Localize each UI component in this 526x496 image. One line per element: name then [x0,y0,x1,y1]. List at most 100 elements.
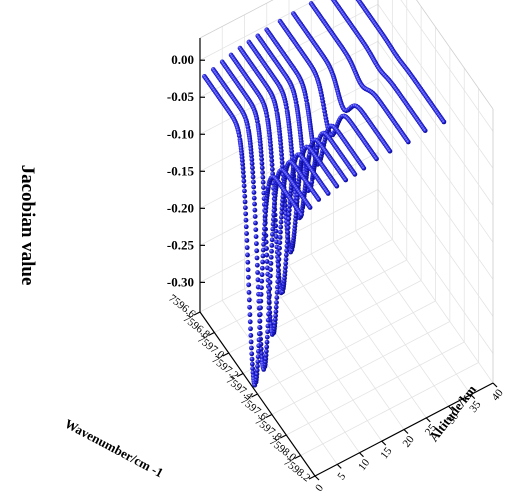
z-axis-tick [448,405,453,411]
back-wall-gridline [377,4,494,169]
floor-gridline [355,230,472,395]
x-axis-tick [193,311,201,316]
floor-gridline [288,265,405,430]
series-point [255,363,260,369]
series-point [244,245,250,251]
series-point [250,366,256,371]
series-point [285,234,290,240]
series-point [272,320,278,326]
series-point [259,156,265,162]
series-point [253,227,259,233]
x-axis-tick [251,393,258,398]
series-point [279,210,285,216]
series-point [283,265,288,270]
series-point [287,203,293,209]
series-point [273,313,279,319]
series-point [242,193,248,199]
y-tick-label: -0.05 [167,89,195,104]
series-point [270,226,276,232]
series-point [269,158,275,163]
series-point [239,158,245,163]
series-point [260,253,266,259]
y-tick-label: -0.10 [167,126,194,141]
series-point [284,243,290,249]
series-point [263,213,268,218]
series-point [299,212,304,218]
series-point [286,207,292,213]
series-point [260,174,266,180]
series-point [243,211,249,217]
series-point [258,292,264,297]
series-point [250,179,256,185]
z-axis-tick [359,452,364,458]
series-point [325,191,331,196]
series-point [268,146,274,152]
series-point [259,272,265,278]
series-point [252,207,258,213]
z-tick-label: 0 [313,482,326,494]
x-axis-tick [236,372,244,378]
x-axis-tick [265,413,273,419]
series-point [286,220,291,226]
series-curve [202,74,304,388]
series-point [274,300,279,305]
series-point [275,273,281,279]
series-point [284,239,290,244]
series-point [262,221,268,227]
x-axis-tick [208,331,215,337]
series-point [293,213,299,219]
series-point [316,197,322,202]
series-point [245,259,251,265]
series-point [374,156,379,162]
z-tick-label: 20 [401,433,418,449]
series-point [286,216,292,222]
z-axis-tick [425,417,431,423]
series-point [245,267,251,273]
series-point [246,290,252,295]
series-point [261,185,266,190]
series-point [272,317,278,322]
series-point [280,194,286,200]
series-point [279,206,285,211]
series-point [249,356,255,362]
series-point [271,204,277,209]
series-point [249,153,254,159]
floor-gridline [266,276,383,442]
series-point [269,248,274,254]
axis-layer: 0.00-0.05-0.10-0.15-0.20-0.25-0.307596.6… [166,38,506,494]
series-point [266,311,271,317]
series-point [263,209,269,214]
series-point [258,152,264,158]
z-tick-label: 40 [490,387,507,403]
series-point [249,345,254,351]
series-point [249,351,255,357]
series-point [256,343,262,349]
series-point [441,119,447,125]
series-point [264,339,270,345]
series-point [284,105,289,110]
series-point [259,161,265,166]
series-point [275,284,280,290]
z-tick-label: 5 [335,470,348,482]
series-point [266,305,272,311]
series-point [255,277,261,283]
series-point [252,201,257,207]
series-point [240,169,246,175]
series-point [279,201,285,207]
series-point [273,304,279,310]
series-point [260,247,266,253]
series-point [256,337,262,343]
series-point [278,229,283,235]
series-point [250,174,256,180]
series-point [280,163,285,169]
series-point [250,370,256,375]
series-point [259,165,265,171]
series-point [278,144,284,150]
series-point [257,312,263,317]
series-point [269,162,275,168]
series-point [261,241,266,247]
series-point [278,148,284,154]
series-point [275,279,281,285]
back-wall-gridline [377,115,494,280]
